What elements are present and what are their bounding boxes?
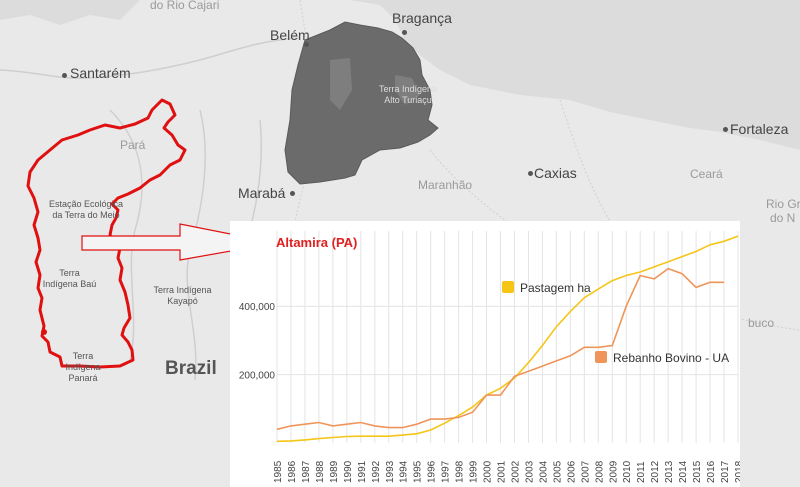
- series-line-1: [276, 267, 724, 431]
- label-terra-indigena-panara: Terra Indígena Panará: [65, 351, 101, 383]
- x-tick-label: 2016: [706, 460, 717, 483]
- ocean-northwest: [0, 0, 140, 25]
- x-tick-label: 1989: [329, 460, 340, 483]
- legend-swatch: [502, 281, 514, 293]
- label-buco: buco: [748, 316, 775, 330]
- x-tick-label: 1985: [273, 460, 284, 483]
- x-tick-label: 2018: [734, 460, 740, 483]
- highlight-region: [284, 21, 439, 185]
- chart-panel: 1985 1986 1987 1988 1989 1990 1991 1992 1993 1994…: [230, 221, 740, 487]
- x-tick-label: 1993: [385, 460, 396, 483]
- label-do-n: do N: [770, 211, 796, 225]
- label-do-rio-cajari: do Rio Cajari: [150, 0, 220, 12]
- chart-title: Altamira (PA): [276, 235, 357, 250]
- label-estacao-ecologica: Estação Ecológica da Terra do Meio: [48, 199, 124, 220]
- x-tick-label: 2017: [720, 460, 731, 483]
- x-tick-label: 1991: [357, 460, 368, 483]
- city-dot: [304, 42, 309, 47]
- label-braganca: Bragança: [392, 10, 452, 26]
- label-maraba: Marabá: [238, 185, 286, 201]
- x-tick-label: 1995: [413, 460, 424, 483]
- x-tick-label: 2009: [608, 460, 619, 483]
- x-tick-label: 2013: [664, 460, 675, 483]
- label-terra-indigena-kayapo: Terra Indígena Kayapó: [153, 285, 212, 306]
- x-tick-label: 2014: [678, 460, 689, 483]
- x-tick-label: 2001: [497, 460, 508, 483]
- x-tick-label: 2015: [692, 460, 703, 483]
- x-tick-label: 2010: [622, 460, 633, 483]
- label-belem: Belém: [270, 27, 310, 43]
- x-tick-label: 1996: [427, 460, 438, 483]
- label-para: Pará: [120, 138, 146, 152]
- series-line-0: [276, 235, 739, 443]
- x-tick-label: 1986: [287, 460, 298, 483]
- label-terra-indigena-alto-turiacu: Terra Indígena Alto Turiaçu: [378, 84, 438, 105]
- x-tick-label: 2004: [538, 460, 549, 483]
- x-tick-label: 1999: [469, 460, 480, 483]
- y-tick-label: 400,000: [239, 302, 276, 313]
- x-tick-label: 1994: [399, 460, 410, 483]
- city-dot: [290, 191, 295, 196]
- x-tick-label: 2011: [636, 461, 647, 483]
- label-maranhao: Maranhão: [418, 178, 473, 192]
- x-tick-label: 1990: [343, 460, 354, 483]
- x-tick-label: 2008: [594, 460, 605, 483]
- x-tick-label: 2005: [552, 460, 563, 483]
- x-tick-label: 2006: [566, 460, 577, 483]
- label-brazil: Brazil: [165, 358, 217, 379]
- city-dot: [723, 127, 728, 132]
- city-dot: [402, 30, 407, 35]
- legend-swatch: [595, 351, 607, 363]
- y-tick-label: 200,000: [239, 371, 276, 382]
- label-rio-grande: Rio Gr: [766, 197, 800, 211]
- x-tick-label: 1988: [315, 460, 326, 483]
- legend-label: Rebanho Bovino - UA: [613, 351, 729, 365]
- label-terra-indigena-bau: Terra Indígena Baú: [42, 268, 97, 289]
- x-tick-label: 1998: [455, 460, 466, 483]
- label-santarem: Santarém: [70, 65, 131, 81]
- x-tick-label: 2002: [510, 460, 521, 483]
- label-ceara: Ceará: [690, 167, 723, 181]
- line-chart: 1985 1986 1987 1988 1989 1990 1991 1992 1993 1994…: [239, 231, 740, 483]
- city-dot: [528, 171, 533, 176]
- x-tick-label: 2012: [650, 460, 661, 483]
- x-tick-label: 1992: [371, 460, 382, 483]
- arrow-icon: [81, 223, 277, 261]
- city-dot: [62, 73, 67, 78]
- x-tick-label: 2000: [483, 460, 494, 483]
- x-tick-label: 2007: [580, 460, 591, 483]
- legend-label: Pastagem ha: [520, 281, 591, 295]
- x-tick-label: 1987: [301, 460, 312, 483]
- altamira-outline: [26, 98, 187, 369]
- x-tick-label: 2003: [524, 460, 535, 483]
- ocean: [290, 0, 800, 150]
- label-caxias: Caxias: [534, 165, 577, 181]
- x-tick-label: 1997: [441, 460, 452, 483]
- label-fortaleza: Fortaleza: [730, 121, 789, 137]
